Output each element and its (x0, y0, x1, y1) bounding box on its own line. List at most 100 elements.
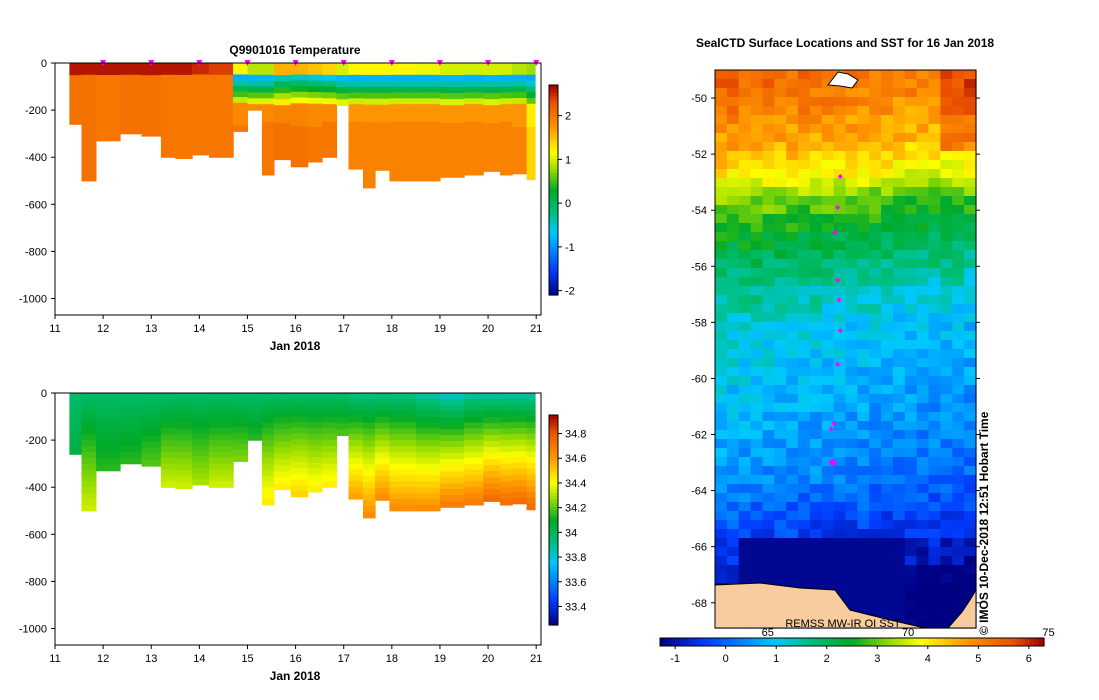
x-tick-label: 18 (386, 653, 398, 665)
profile (81, 393, 97, 512)
profile-cell (512, 121, 528, 128)
sst-cell (798, 196, 811, 206)
profile-cell (526, 162, 536, 169)
sst-cell (869, 115, 882, 125)
profile-cell (192, 410, 210, 417)
profile-cell (209, 133, 234, 141)
profile-cell (290, 485, 309, 492)
sst-cell (869, 358, 882, 368)
sst-cell (857, 106, 870, 116)
sst-cell (762, 556, 775, 566)
sst-cell (904, 124, 918, 134)
sst-cell (762, 538, 775, 548)
sst-cell (928, 457, 941, 467)
sst-cell (809, 160, 823, 170)
profile-cell (160, 68, 176, 76)
sst-cell (738, 115, 752, 125)
sst-cell (738, 511, 752, 521)
profile-cell (526, 150, 536, 157)
sst-colorbar-segment (703, 638, 709, 646)
profile-cell (141, 423, 162, 431)
profile (526, 63, 536, 181)
profile-cell (69, 399, 82, 406)
sst-cell (928, 169, 941, 179)
sst-cell (821, 466, 835, 476)
sst-cell (833, 151, 847, 161)
profile-cell (160, 80, 176, 88)
sst-cell (833, 88, 847, 98)
sst-cell (952, 592, 965, 602)
y-tick-label: -600 (25, 199, 47, 211)
sst-cell (881, 331, 894, 341)
sst-cell (857, 529, 870, 539)
map-title: SealCTD Surface Locations and SST for 16… (696, 36, 994, 50)
sst-cell (798, 538, 811, 548)
sst-cell (940, 70, 953, 80)
y-tick-label: 0 (41, 58, 47, 70)
profile-cell (160, 86, 176, 94)
sst-cell (809, 331, 823, 341)
profile-cell (192, 74, 210, 81)
profile-cell (526, 480, 536, 487)
seal-position-marker (832, 230, 838, 236)
profile-cell (389, 174, 417, 182)
profile-cell (261, 463, 275, 471)
sst-cell (750, 448, 764, 458)
sst-cell (786, 502, 799, 512)
profile-cell (512, 167, 528, 175)
sst-cell (940, 529, 953, 539)
profile-cell (69, 442, 82, 449)
profile-cell (526, 109, 536, 116)
sst-cell (940, 448, 953, 458)
profile-cell (336, 81, 350, 88)
profile-cell (247, 68, 263, 76)
sst-cell (940, 277, 953, 287)
profile-cell (512, 497, 528, 505)
profile-cell (120, 410, 143, 418)
sst-cell (916, 475, 930, 485)
profile-cell (500, 74, 513, 82)
profile-cell (273, 459, 292, 466)
profile-cell (526, 486, 536, 493)
profile-cell (160, 457, 176, 465)
sst-cell (964, 151, 977, 161)
profile-cell (389, 475, 417, 482)
profile-cell (348, 116, 364, 123)
profile-cell (307, 103, 323, 111)
sst-cell (881, 412, 894, 422)
sst-cell (809, 367, 823, 377)
colorbar-segment (549, 565, 558, 570)
profile-cell (440, 99, 465, 106)
profile-cell (81, 145, 97, 152)
sst-cell (869, 187, 882, 197)
profile-cell (336, 429, 350, 436)
sst-cell (857, 457, 870, 467)
profile-cell (81, 440, 97, 447)
profile-cell (322, 98, 338, 105)
temperature-plot-frame (54, 62, 542, 316)
sst-cell (964, 394, 977, 404)
sst-cell (881, 565, 894, 575)
profile-cell (209, 86, 234, 94)
profile-cell (363, 393, 376, 400)
sst-cell (833, 394, 847, 404)
sst-cell (833, 529, 847, 539)
sst-cell (738, 466, 752, 476)
profile-cell (81, 151, 97, 158)
sst-cell (774, 88, 787, 98)
sst-cell (869, 475, 882, 485)
sst-cell (857, 88, 870, 98)
sst-cell (715, 574, 728, 584)
sst-cell (809, 304, 823, 314)
sst-cell (750, 133, 764, 143)
sst-cell (928, 286, 941, 296)
sst-cell (964, 115, 977, 125)
sst-cell (881, 142, 894, 152)
sst-cell (715, 151, 728, 161)
sst-cell (833, 241, 847, 251)
colorbar-segment (549, 527, 558, 532)
profile-cell (483, 477, 501, 484)
sst-cell (964, 439, 977, 449)
profile-cell (233, 108, 248, 115)
